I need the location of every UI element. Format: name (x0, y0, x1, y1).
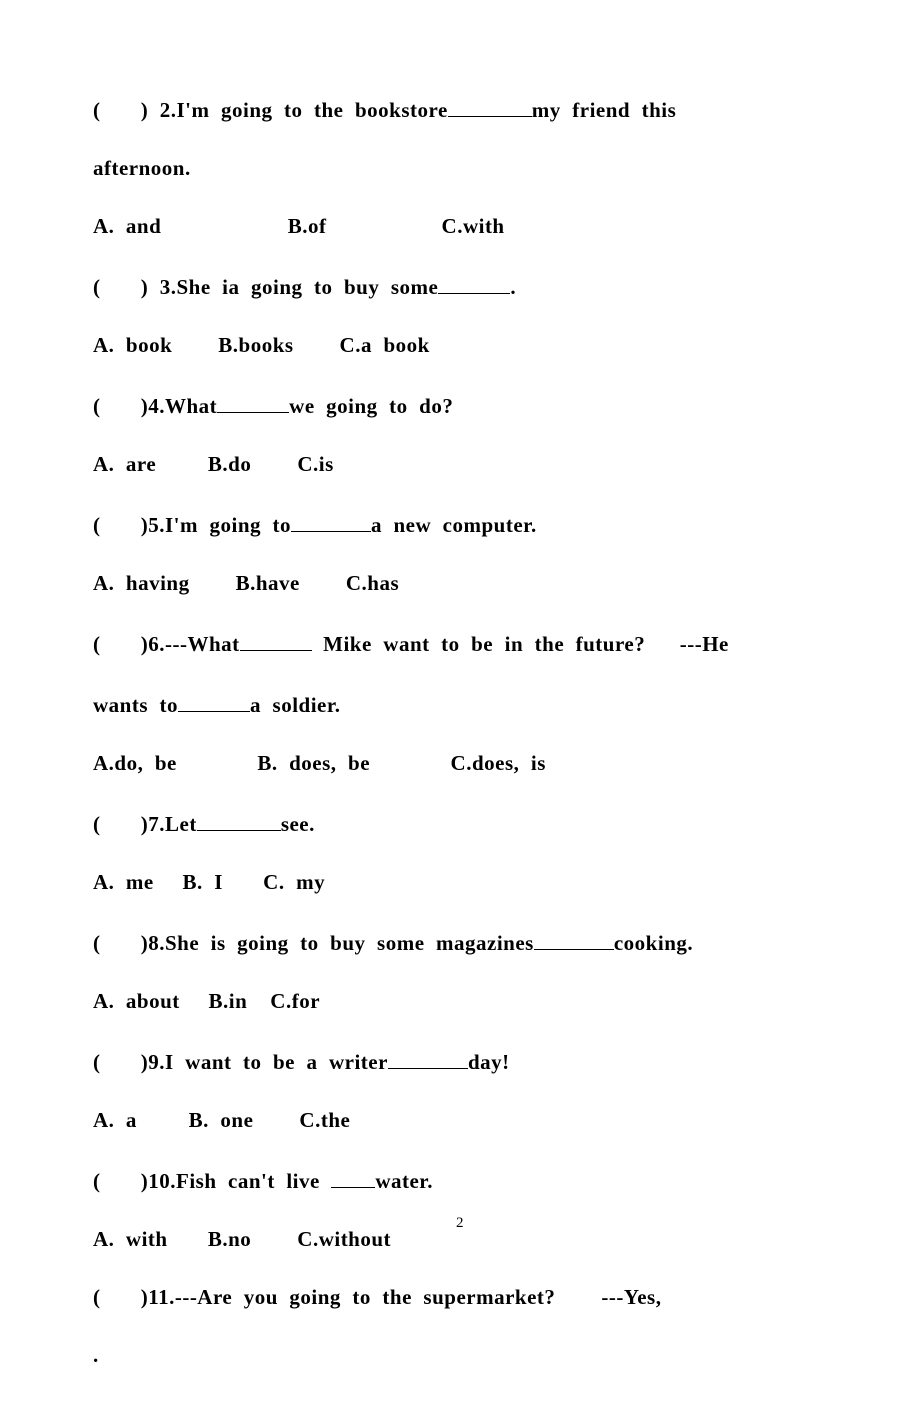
q5-stem-text-a: ( )5.I'm going to (93, 513, 291, 537)
q6-stem-text-b: Mike want to be in the future? ---He (312, 632, 729, 656)
q9-stem-text-b: day! (468, 1050, 510, 1074)
page-number: 2 (0, 1215, 920, 1232)
q8-stem-text-b: cooking. (614, 931, 693, 955)
q8-stem-text-a: ( )8.She is going to buy some magazines (93, 931, 534, 955)
q2-stem-line1: ( ) 2.I'm going to the bookstore my frien… (93, 95, 833, 123)
q4-options: A. are B.do C.is (93, 452, 833, 477)
q8-stem: ( )8.She is going to buy some magazines c… (93, 928, 833, 956)
q4-stem: ( )4.What we going to do? (93, 391, 833, 419)
q8-options: A. about B.in C.for (93, 989, 833, 1014)
q6-stem-line2: wants to a soldier. (93, 690, 833, 718)
q9-stem: ( )9.I want to be a writer day! (93, 1047, 833, 1075)
q6-stem-line1: ( )6.---What Mike want to be in the futu… (93, 629, 833, 657)
q10-stem-text-a: ( )10.Fish can't live (93, 1169, 331, 1193)
q6-stem-text-c: wants to (93, 693, 178, 717)
q2-stem-line2: afternoon. (93, 156, 833, 181)
q3-blank[interactable] (438, 272, 510, 294)
q10-blank[interactable] (331, 1166, 375, 1188)
q2-blank[interactable] (448, 95, 532, 117)
q2-stem-text-b: my friend this (532, 98, 677, 122)
q7-stem-text-b: see. (281, 812, 315, 836)
q5-options: A. having B.have C.has (93, 571, 833, 596)
q6-stem-text-d: a soldier. (250, 693, 340, 717)
q7-options: A. me B. I C. my (93, 870, 833, 895)
q5-stem-text-b: a new computer. (371, 513, 537, 537)
q8-blank[interactable] (534, 928, 614, 950)
q2-options: A. and B.of C.with (93, 214, 833, 239)
q6-blank-2[interactable] (178, 690, 250, 712)
q3-stem-text-b: . (510, 275, 516, 299)
q9-stem-text-a: ( )9.I want to be a writer (93, 1050, 388, 1074)
q5-blank[interactable] (291, 510, 371, 532)
q3-options: A. book B.books C.a book (93, 333, 833, 358)
q7-stem: ( )7.Let see. (93, 809, 833, 837)
q6-options: A.do, be B. does, be C.does, is (93, 751, 833, 776)
worksheet-page: ( ) 2.I'm going to the bookstore my frien… (0, 0, 920, 1302)
questions-block: ( ) 2.I'm going to the bookstore my frien… (93, 95, 833, 1401)
q4-stem-text-a: ( )4.What (93, 394, 217, 418)
q10-stem-text-b: water. (375, 1169, 433, 1193)
q5-stem: ( )5.I'm going to a new computer. (93, 510, 833, 538)
q4-stem-text-b: we going to do? (289, 394, 453, 418)
q9-options: A. a B. one C.the (93, 1108, 833, 1133)
q10-stem: ( )10.Fish can't live water. (93, 1166, 833, 1194)
q9-blank[interactable] (388, 1047, 468, 1069)
q6-stem-text-a: ( )6.---What (93, 632, 240, 656)
q2-stem-text-a: ( ) 2.I'm going to the bookstore (93, 98, 448, 122)
q7-blank[interactable] (197, 809, 281, 831)
q4-blank[interactable] (217, 391, 289, 413)
q7-stem-text-a: ( )7.Let (93, 812, 197, 836)
q3-stem-text-a: ( ) 3.She ia going to buy some (93, 275, 438, 299)
q11-stem-line1: ( )11.---Are you going to the supermarke… (93, 1285, 833, 1310)
q3-stem: ( ) 3.She ia going to buy some. (93, 272, 833, 300)
q11-stem-line2: . (93, 1343, 833, 1368)
q6-blank-1[interactable] (240, 629, 312, 651)
